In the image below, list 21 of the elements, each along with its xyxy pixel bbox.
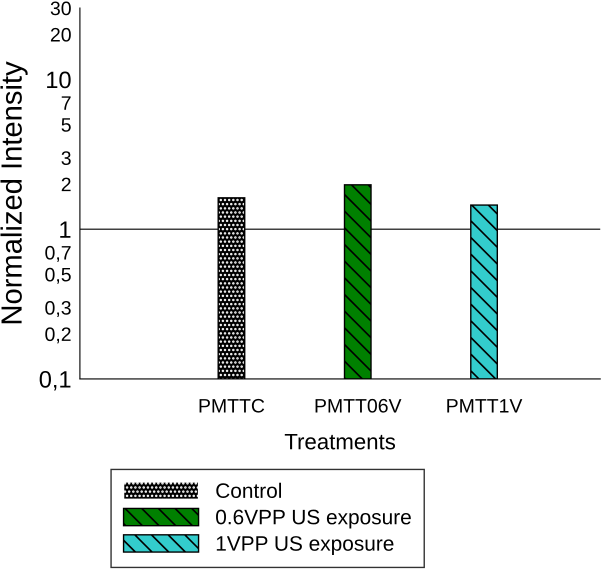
y-tick-label: 0,5 [45,268,71,284]
y-tick-label: 0,7 [45,246,71,262]
x-tick-label: PMTT06V [316,398,402,413]
y-tick-label: 0,1 [40,370,70,390]
x-axis-title: Treatments [284,434,396,450]
y-tick-label: 3 [62,151,71,166]
y-tick-label: 1 [60,222,70,238]
y-tick-label: 0,3 [45,300,71,318]
legend-label: 1VPP US exposure [216,536,394,555]
y-tick-label: 20 [50,28,71,42]
x-tick-label: PMTT1V [447,399,522,412]
legend-label: 0.6VPP US exposure [216,510,411,529]
y-tick-label: 2 [62,178,71,192]
legend-label: Control [216,482,281,498]
y-axis-title: Normalized Intensity [0,61,28,324]
x-tick-label: PMTTC [200,398,264,413]
y-tick-label: 7 [62,96,71,110]
y-tick-label: 5 [62,118,71,132]
y-tick-label: 0,2 [45,327,71,344]
y-tick-label: 30 [50,2,71,16]
y-tick-label: 10 [47,72,71,88]
